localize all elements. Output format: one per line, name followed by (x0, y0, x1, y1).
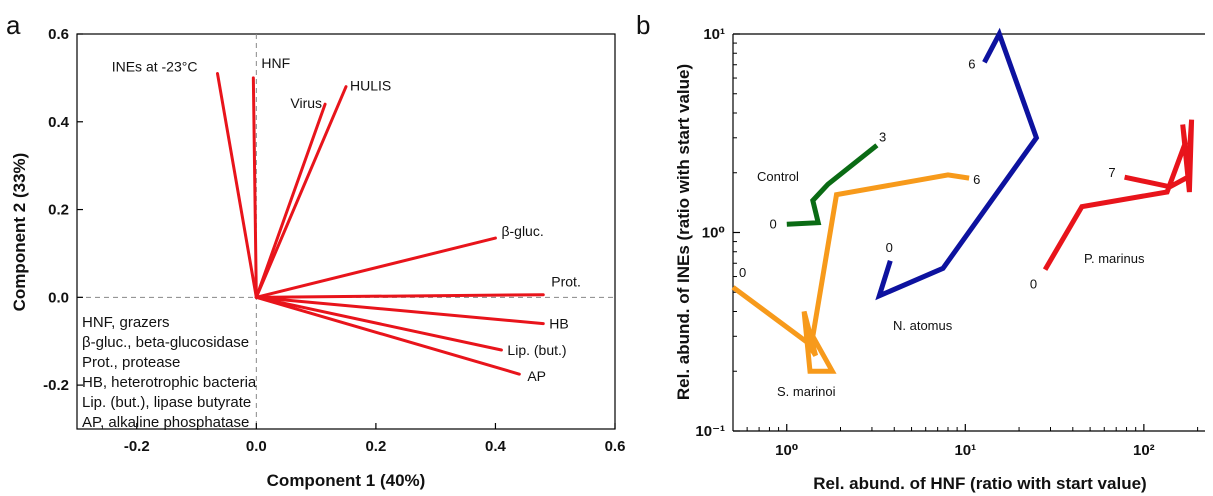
x-tick-label: -0.2 (124, 438, 150, 455)
series-s-marinoi: S. marinoi 0 6 (731, 172, 980, 399)
series-start-label: 0 (1030, 277, 1037, 292)
vector-label: HNF (261, 55, 290, 71)
legend-line: HNF, grazers (82, 314, 170, 331)
y-tick-label: 10⁻¹ (695, 423, 725, 440)
loading-vector (254, 293, 545, 299)
panel-a-reference-lines (77, 34, 615, 429)
x-tick-label: 10⁰ (775, 442, 798, 459)
y-tick-label: 0.6 (48, 26, 69, 43)
panel-b-y-axis-title: Rel. abund. of INEs (ratio with start va… (674, 64, 693, 400)
panel-a-frame (76, 33, 616, 430)
loading-vector (215, 72, 258, 299)
series-name-label: Control (757, 169, 799, 184)
panel-a-y-ticks: -0.2 0.0 0.2 0.4 0.6 (43, 26, 83, 394)
vector-label: HB (549, 316, 568, 332)
y-tick-label: 10⁰ (702, 225, 725, 242)
vector-label: INEs at -23°C (112, 59, 198, 75)
vector-label: β-gluc. (501, 223, 543, 239)
panel-a: a -0.2 0.0 0.2 0.4 0.6 -0.2 0.0 0.2 0.4 0.6 INEs… (6, 10, 625, 490)
legend-line: Lip. (but.), lipase butyrate (82, 394, 251, 411)
series-line (731, 172, 970, 374)
panel-a-letter: a (6, 10, 21, 40)
x-tick-label: 10¹ (954, 442, 976, 459)
vector-label: AP (527, 368, 546, 384)
loading-vector (251, 76, 258, 299)
series-name-label: P. marinus (1084, 251, 1145, 266)
series-end-label: 3 (879, 129, 886, 144)
panel-b-letter: b (636, 10, 650, 40)
panel-a-vectors: INEs at -23°C HNF Virus HULIS β-gluc. Prot. HB… (112, 55, 581, 384)
loading-vector (254, 295, 545, 326)
series-end-label: 6 (968, 56, 975, 71)
x-tick-label: 0.6 (605, 438, 626, 455)
y-tick-label: 0.4 (48, 114, 70, 131)
panel-a-x-axis-title: Component 1 (40%) (267, 471, 426, 490)
series-line (786, 143, 879, 227)
vector-label: Prot. (551, 274, 581, 290)
series-name-label: S. marinoi (777, 384, 836, 399)
series-end-label: 7 (1108, 165, 1115, 180)
panel-a-x-ticks: -0.2 0.0 0.2 0.4 0.6 (124, 423, 626, 455)
series-end-label: 6 (973, 172, 980, 187)
vector-label: HULIS (350, 78, 391, 94)
loading-vector (254, 236, 497, 299)
legend-line: β-gluc., beta-glucosidase (82, 334, 249, 351)
panel-b-x-ticks: 10⁰ 10¹ 10² (732, 424, 1199, 459)
y-tick-label: -0.2 (43, 377, 69, 394)
series-line (875, 27, 1040, 301)
vector-label: Virus (290, 95, 322, 111)
x-tick-label: 0.2 (365, 438, 386, 455)
panel-a-abbreviation-legend: HNF, grazers β-gluc., beta-glucosidase Pro… (82, 314, 257, 431)
legend-line: HB, heterotrophic bacteria (82, 374, 257, 391)
loading-vector (254, 295, 503, 352)
y-tick-label: 10¹ (703, 26, 725, 43)
panel-b-series: Control 0 3 S. marinoi 0 6 N. atomus 0 6 P. marin… (731, 27, 1195, 399)
loading-vector (254, 102, 327, 299)
legend-line: AP, alkaline phosphatase (82, 414, 249, 431)
series-line (1042, 119, 1195, 271)
series-p-marinus: P. marinus 0 7 (1030, 119, 1195, 292)
x-tick-label: 0.0 (246, 438, 267, 455)
loading-vector (254, 85, 348, 299)
legend-line: Prot., protease (82, 354, 180, 371)
series-start-label: 0 (886, 240, 893, 255)
panel-b: b 10⁰ 10¹ 10² 10⁻¹ 10⁰ 10¹ Control 0 3 S. marin… (636, 10, 1205, 493)
y-tick-label: 0.2 (48, 202, 69, 219)
series-control: Control 0 3 (757, 129, 886, 231)
x-tick-label: 0.4 (485, 438, 507, 455)
y-tick-label: 0.0 (48, 289, 69, 306)
series-start-label: 0 (739, 265, 746, 280)
series-start-label: 0 (770, 216, 777, 231)
series-n-atomus: N. atomus 0 6 (875, 27, 1040, 333)
vector-label: Lip. (but.) (507, 342, 566, 358)
loading-vector (254, 295, 521, 376)
x-tick-label: 10² (1133, 442, 1155, 459)
panel-a-y-axis-title: Component 2 (33%) (10, 153, 29, 312)
series-name-label: N. atomus (893, 318, 953, 333)
panel-b-x-axis-title: Rel. abund. of HNF (ratio with start val… (813, 474, 1146, 493)
panel-b-y-ticks: 10⁻¹ 10⁰ 10¹ (695, 26, 740, 440)
